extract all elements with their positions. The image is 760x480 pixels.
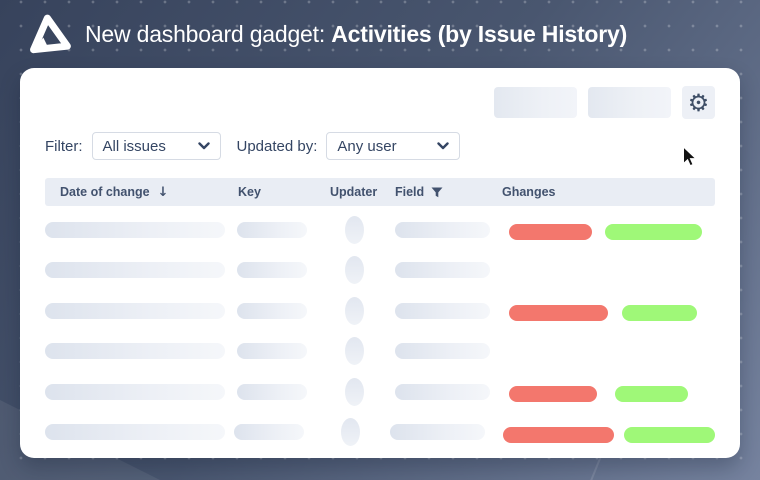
skeleton-button-2[interactable] bbox=[588, 87, 671, 118]
skeleton-button-1[interactable] bbox=[494, 87, 577, 118]
column-header-date[interactable]: Date of change ↓ bbox=[60, 185, 238, 200]
column-header-date-label: Date of change bbox=[60, 185, 150, 199]
settings-button[interactable]: ⚙ bbox=[682, 86, 715, 119]
column-header-field[interactable]: Field bbox=[395, 185, 502, 199]
key-skeleton bbox=[234, 424, 305, 441]
date-skeleton bbox=[45, 221, 225, 238]
column-header-field-label: Field bbox=[395, 185, 425, 199]
chevron-down-icon bbox=[437, 142, 450, 150]
column-header-changes: Ghanges bbox=[502, 185, 556, 199]
updated-by-select[interactable]: Any user bbox=[326, 132, 461, 160]
date-skeleton bbox=[45, 302, 225, 319]
column-header-key: Key bbox=[238, 185, 261, 199]
key-skeleton bbox=[237, 383, 307, 400]
table-row bbox=[45, 334, 715, 375]
field-skeleton bbox=[395, 383, 490, 400]
change-removed-pill bbox=[509, 386, 597, 403]
changes-cell bbox=[502, 224, 715, 241]
column-header-updater: Updater bbox=[330, 185, 378, 199]
table-row bbox=[45, 415, 715, 456]
key-skeleton bbox=[237, 302, 307, 319]
field-skeleton bbox=[395, 262, 490, 279]
sort-descending-icon: ↓ bbox=[157, 184, 169, 200]
key-skeleton bbox=[237, 343, 307, 360]
updater-avatar bbox=[345, 215, 364, 244]
page-title: New dashboard gadget: Activities (by Iss… bbox=[85, 21, 627, 48]
key-skeleton bbox=[237, 262, 307, 279]
field-skeleton bbox=[395, 221, 490, 238]
updater-avatar bbox=[345, 377, 364, 406]
change-removed-pill bbox=[509, 224, 592, 241]
key-skeleton bbox=[237, 221, 307, 238]
change-removed-pill bbox=[503, 426, 614, 443]
title-emphasis: Activities (by Issue History) bbox=[331, 20, 628, 47]
date-skeleton bbox=[45, 383, 225, 400]
change-added-pill bbox=[605, 224, 702, 241]
updater-avatar bbox=[345, 337, 364, 366]
changes-cell bbox=[502, 386, 715, 403]
triangle-ribbon-logo-icon bbox=[30, 14, 71, 54]
table-row bbox=[45, 374, 715, 415]
chevron-down-icon bbox=[197, 142, 210, 150]
date-skeleton bbox=[45, 262, 225, 279]
updater-avatar bbox=[341, 418, 361, 447]
header: New dashboard gadget: Activities (by Iss… bbox=[28, 0, 627, 68]
table-row bbox=[45, 293, 715, 334]
change-added-pill bbox=[615, 386, 688, 403]
gadget-card: ⚙ Filter: All issues Updated by: Any use… bbox=[20, 68, 740, 458]
issue-filter-value: All issues bbox=[102, 137, 166, 155]
date-skeleton bbox=[45, 424, 225, 441]
issue-filter-select[interactable]: All issues bbox=[91, 132, 221, 160]
change-added-pill bbox=[622, 305, 697, 322]
change-added-pill bbox=[624, 426, 715, 443]
date-skeleton bbox=[45, 343, 225, 360]
gadget-toolbar: ⚙ bbox=[45, 86, 715, 119]
changes-cell bbox=[496, 426, 715, 443]
updater-avatar bbox=[345, 256, 364, 285]
filter-funnel-icon bbox=[431, 187, 443, 197]
change-removed-pill bbox=[509, 305, 608, 322]
table-row bbox=[45, 212, 715, 253]
updater-avatar bbox=[345, 296, 364, 325]
table-body bbox=[45, 212, 715, 455]
updated-by-label: Updated by: bbox=[236, 137, 318, 155]
updated-by-value: Any user bbox=[337, 137, 397, 155]
field-skeleton bbox=[395, 302, 490, 319]
table-row bbox=[45, 253, 715, 294]
changes-cell bbox=[502, 305, 715, 322]
gear-icon: ⚙ bbox=[687, 88, 710, 117]
title-prefix: New dashboard gadget: bbox=[85, 20, 332, 47]
filter-bar: Filter: All issues Updated by: Any user bbox=[45, 132, 715, 160]
field-skeleton bbox=[390, 424, 486, 441]
table-header-row: Date of change ↓ Key Updater Field Ghang… bbox=[45, 178, 715, 206]
filter-label: Filter: bbox=[45, 137, 83, 155]
field-skeleton bbox=[395, 343, 490, 360]
